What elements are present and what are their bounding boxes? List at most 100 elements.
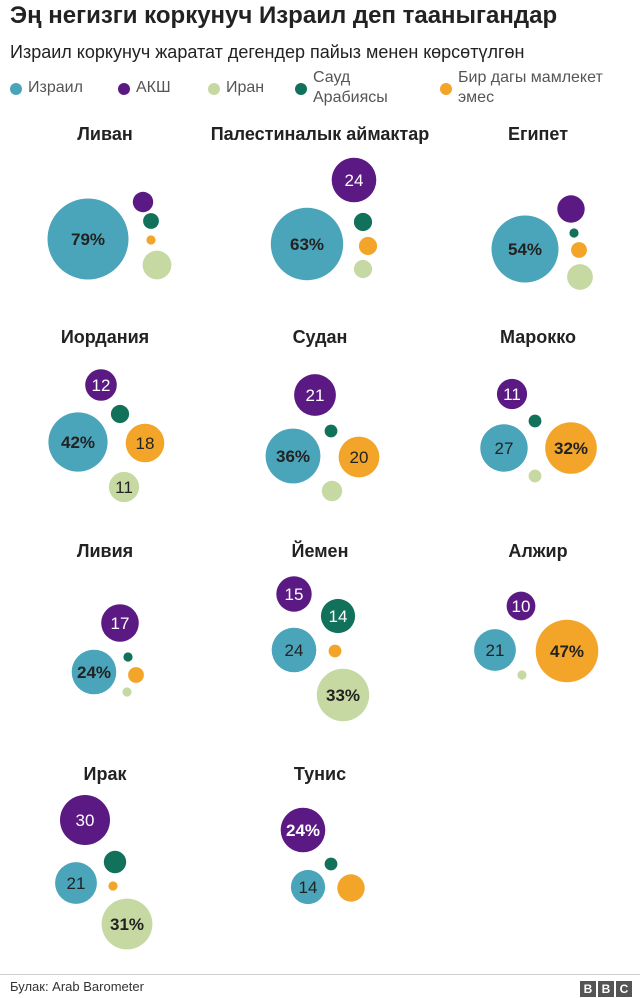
bubble-series-4 bbox=[328, 644, 342, 658]
country-title: Палестиналык аймактар bbox=[211, 124, 430, 144]
bubble-series-2 bbox=[142, 250, 172, 280]
bubble-series-3 bbox=[528, 414, 542, 428]
bubble-series-4 bbox=[571, 242, 587, 258]
bubble-series-0 bbox=[48, 412, 108, 472]
bubble-series-1 bbox=[276, 576, 312, 612]
bubble-label: 15 bbox=[285, 585, 304, 604]
country-title: Ливия bbox=[77, 541, 133, 561]
legend-label: Бир дагы мамлекет эмес bbox=[458, 69, 603, 106]
bubble-label: 14 bbox=[329, 607, 348, 626]
legend-swatch bbox=[295, 83, 307, 95]
bubble-series-1 bbox=[331, 157, 377, 203]
bubble-label: 54% bbox=[508, 240, 542, 259]
bubble-series-0 bbox=[270, 207, 344, 281]
bubble-series-3 bbox=[569, 228, 579, 238]
bubble-series-0 bbox=[271, 627, 317, 673]
bubble-label: 21 bbox=[486, 641, 505, 660]
bubble-label: 36% bbox=[276, 447, 310, 466]
country-group: Ливан 79% bbox=[47, 124, 172, 280]
bubble-label: 12 bbox=[92, 376, 111, 395]
bubble-series-4 bbox=[337, 874, 365, 902]
footer-divider bbox=[0, 974, 640, 975]
country-group: Палестиналык аймактар 63% 24 bbox=[211, 124, 430, 281]
country-group: Тунис 14 24% bbox=[280, 764, 365, 905]
chart-title: Эң негизги коркунуч Израил деп тааныганд… bbox=[10, 2, 558, 29]
legend: Израил АКШ Иран Сауд Арабиясы Бир дагы м… bbox=[10, 68, 640, 112]
bubble-series-4 bbox=[338, 436, 380, 478]
bubble-series-2 bbox=[321, 480, 343, 502]
bubble-label: 42% bbox=[61, 433, 95, 452]
bubble-label: 31% bbox=[110, 915, 144, 934]
bubble-series-1 bbox=[557, 195, 585, 223]
bubble-series-3 bbox=[324, 424, 338, 438]
bubble-label: 17 bbox=[111, 614, 130, 633]
source-note: Булак: Arab Barometer bbox=[10, 979, 144, 994]
bubble-label: 24% bbox=[286, 821, 320, 840]
legend-label: Сауд Арабиясы bbox=[313, 69, 388, 106]
bubble-series-2 bbox=[101, 898, 153, 950]
country-title: Иордания bbox=[61, 327, 149, 347]
country-title: Ливан bbox=[77, 124, 132, 144]
bubble-series-1 bbox=[85, 369, 117, 401]
legend-label: Израил bbox=[28, 79, 83, 96]
country-title: Тунис bbox=[294, 764, 346, 784]
bubble-series-2 bbox=[517, 670, 527, 680]
bubble-series-3 bbox=[353, 212, 373, 232]
bubble-label: 63% bbox=[290, 235, 324, 254]
bubble-series-3 bbox=[110, 404, 130, 424]
bubble-series-1 bbox=[294, 374, 336, 416]
country-title: Судан bbox=[293, 327, 348, 347]
bubble-label: 33% bbox=[326, 686, 360, 705]
bubble-series-1 bbox=[132, 191, 154, 213]
bubble-label: 27 bbox=[495, 439, 514, 458]
country-group: Ливия 24% 17 bbox=[71, 541, 144, 697]
bubble-series-3 bbox=[324, 857, 338, 871]
legend-label: АКШ bbox=[136, 79, 171, 96]
bubble-label: 18 bbox=[136, 434, 155, 453]
bubble-series-1 bbox=[496, 378, 528, 410]
bubble-label: 11 bbox=[115, 478, 133, 497]
bubble-label: 21 bbox=[306, 386, 325, 405]
country-group: Судан 36% 21 20 bbox=[265, 327, 380, 502]
bubble-series-4 bbox=[545, 422, 597, 474]
bubble-label: 24 bbox=[345, 171, 364, 190]
bubble-series-2 bbox=[316, 668, 370, 722]
bubble-label: 79% bbox=[71, 230, 105, 249]
bubble-series-3 bbox=[143, 213, 159, 229]
legend-swatch bbox=[208, 83, 220, 95]
bubble-series-0 bbox=[474, 629, 516, 671]
bubble-series-0 bbox=[480, 424, 528, 472]
bubble-label: 10 bbox=[512, 597, 531, 616]
bubble-series-4 bbox=[128, 667, 144, 683]
bubble-series-4 bbox=[146, 235, 156, 245]
bubble-series-4 bbox=[535, 619, 599, 683]
legend-swatch bbox=[10, 83, 22, 95]
country-group: Ирак 21 30 31% bbox=[55, 764, 153, 950]
bubble-label: 11 bbox=[503, 385, 521, 404]
bubble-series-3 bbox=[320, 598, 356, 634]
bubble-series-2 bbox=[108, 471, 140, 503]
country-title: Ирак bbox=[84, 764, 128, 784]
bubble-series-2 bbox=[528, 469, 542, 483]
country-group: Иордания 42% 12 11 18 bbox=[48, 327, 165, 503]
bubble-series-2 bbox=[122, 687, 132, 697]
country-title: Египет bbox=[508, 124, 568, 144]
country-group: Марокко 27 11 32% bbox=[480, 327, 597, 483]
bubble-label: 30 bbox=[76, 811, 95, 830]
bubble-series-1 bbox=[506, 591, 536, 621]
bubble-series-0 bbox=[290, 869, 326, 905]
bubble-series-0 bbox=[265, 428, 321, 484]
bubble-label: 47% bbox=[550, 642, 584, 661]
country-title: Марокко bbox=[500, 327, 576, 347]
country-group: Египет 54% bbox=[491, 124, 593, 290]
bubble-label: 21 bbox=[67, 874, 86, 893]
bubble-series-0 bbox=[71, 649, 117, 695]
bubble-series-2 bbox=[353, 259, 373, 279]
bubble-label: 14 bbox=[299, 878, 318, 897]
bubble-series-4 bbox=[358, 236, 378, 256]
bubble-series-0 bbox=[47, 198, 129, 280]
bubble-series-2 bbox=[567, 264, 593, 290]
bubble-series-1 bbox=[60, 795, 110, 845]
